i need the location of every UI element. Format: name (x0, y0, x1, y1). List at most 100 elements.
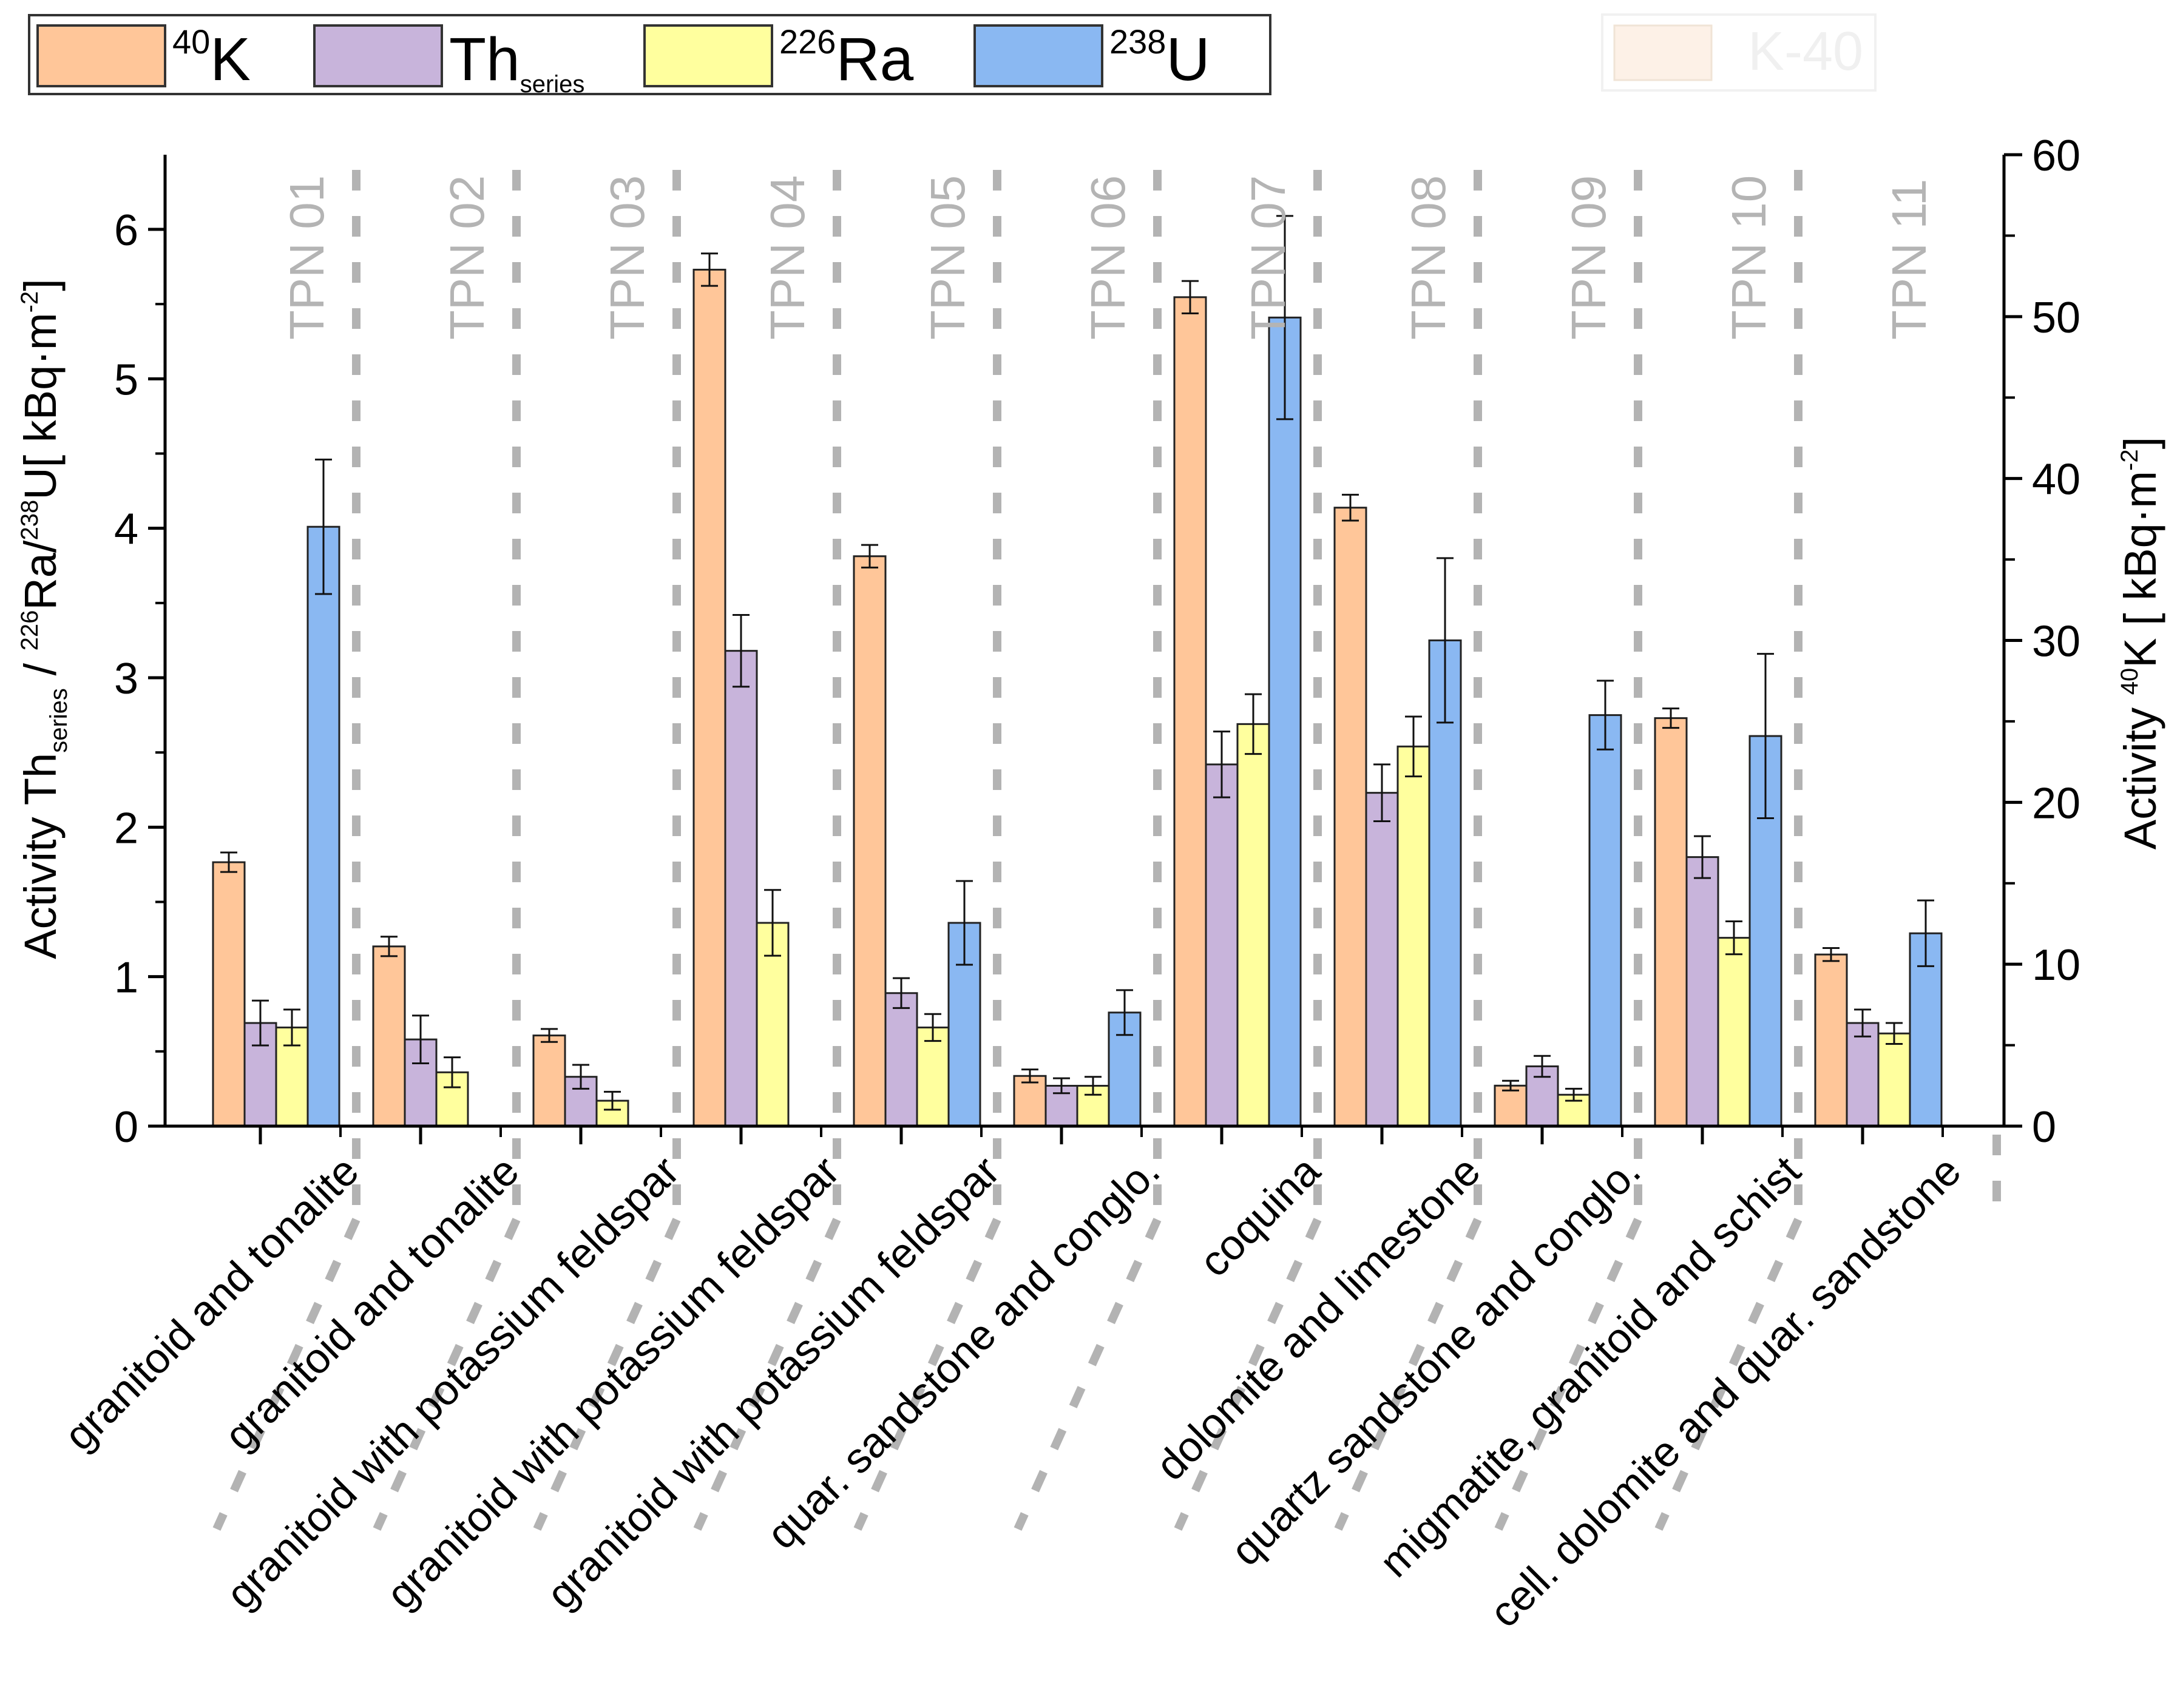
error-bar-u (1276, 215, 1293, 420)
error-bar-ra (1085, 1076, 1102, 1096)
separator-diagonal (1174, 1218, 1322, 1531)
error-bar-k40 (701, 252, 718, 287)
bar-k40 (532, 1035, 566, 1127)
legend-ghost-label: K-40 (1748, 21, 1863, 82)
error-bar-ra (1245, 693, 1262, 755)
error-bar-k40 (1502, 1079, 1519, 1092)
right-tick-label: 0 (2032, 1103, 2056, 1152)
error-bar-ra (764, 889, 781, 957)
right-tick-label: 50 (2032, 294, 2080, 342)
error-bar-u (1597, 680, 1614, 751)
bar-u (1268, 316, 1302, 1127)
bar-u (306, 525, 340, 1127)
error-bar-th (733, 614, 750, 688)
sample-id-label: TPN 04 (760, 175, 814, 340)
bar-th (884, 992, 918, 1127)
error-bar-u (1917, 899, 1934, 967)
bar-th (724, 650, 758, 1127)
error-bar-u (315, 458, 332, 595)
right-tick-label: 10 (2032, 941, 2080, 990)
error-bar-ra (924, 1013, 941, 1042)
bar-k40 (692, 268, 726, 1127)
left-tick-label: 0 (114, 1103, 138, 1152)
error-bar-th (1213, 731, 1230, 798)
error-bar-k40 (1662, 707, 1679, 729)
bar-k40 (372, 945, 406, 1127)
legend: 40K Thseries 226Ra 238U (28, 14, 1271, 98)
bar-k40 (212, 861, 246, 1127)
legend-ghost: K-40 (1601, 13, 1877, 92)
bar-th (1685, 856, 1719, 1127)
error-bar-ra (1565, 1087, 1582, 1102)
error-bar-th (1854, 1008, 1871, 1038)
error-bar-u (1757, 653, 1774, 820)
bar-ra (756, 922, 790, 1127)
separator-diagonal (533, 1218, 681, 1531)
bar-k40 (1013, 1075, 1047, 1127)
separator-diagonal (1494, 1218, 1642, 1531)
bar-k40 (853, 555, 887, 1127)
left-tick-label: 5 (114, 356, 138, 404)
bar-k40 (1814, 953, 1848, 1127)
error-bar-ra (604, 1090, 621, 1111)
bar-ra (916, 1026, 950, 1127)
bar-ra (1717, 937, 1751, 1127)
error-bar-th (1694, 835, 1711, 879)
right-axis-title: Activity 40K [ kBq·m-2] (2115, 437, 2165, 849)
error-bar-th (893, 977, 910, 1009)
error-bar-k40 (220, 851, 237, 873)
error-bar-th (1373, 763, 1390, 822)
error-bar-k40 (541, 1028, 558, 1043)
bar-ra (1236, 723, 1270, 1127)
separator-diagonal (693, 1218, 841, 1531)
error-bar-th (412, 1014, 429, 1065)
bar-th (1846, 1022, 1880, 1127)
separator-diagonal (212, 1218, 361, 1531)
sample-id-label: TPN 01 (280, 175, 334, 340)
left-tick-label: 2 (114, 804, 138, 852)
group-separators (212, 170, 2001, 1531)
separator-diagonal (1654, 1218, 1803, 1531)
legend-label-th: Thseries (449, 25, 584, 98)
left-tick-label: 6 (114, 206, 138, 255)
separator-diagonal (1334, 1218, 1482, 1531)
bar-k40 (1333, 507, 1367, 1127)
legend-swatch-ra (643, 24, 773, 87)
bar-k40 (1494, 1084, 1528, 1127)
legend-item-ra: 226Ra (643, 22, 914, 93)
error-bar-ra (1725, 920, 1742, 956)
legend-swatch-th (313, 24, 443, 87)
error-bar-k40 (1182, 280, 1199, 314)
legend-item-th: Thseries (313, 24, 584, 98)
legend-label-ra: 226Ra (779, 22, 914, 93)
error-bar-k40 (1823, 947, 1840, 962)
legend-swatch-k40 (36, 24, 166, 87)
bar-k40 (1654, 717, 1688, 1127)
error-bar-th (572, 1064, 589, 1090)
error-bar-k40 (861, 544, 878, 569)
sample-id-label: TPN 09 (1562, 175, 1616, 340)
bar-ra (1396, 745, 1430, 1127)
separator-diagonal (853, 1218, 1001, 1531)
error-bar-th (1053, 1077, 1070, 1095)
error-bar-th (252, 999, 269, 1047)
bar-th (1365, 792, 1399, 1127)
bar-ra (1877, 1032, 1911, 1127)
error-bar-k40 (1021, 1068, 1038, 1084)
bar-u (1588, 714, 1622, 1127)
error-bar-u (1437, 557, 1454, 724)
sample-id-label: TPN 11 (1882, 179, 1936, 340)
sample-id-label: TPN 08 (1401, 175, 1455, 340)
legend-item-k40: 40K (36, 22, 251, 93)
left-axis-title: Activity Thseries / 226Ra/238U[ kBq·m-2] (15, 278, 72, 959)
right-tick-label: 40 (2032, 456, 2080, 504)
left-tick-label: 1 (114, 954, 138, 1002)
sample-id-label: TPN 03 (600, 175, 654, 340)
sample-id-labels: TPN 01 TPN 02 TPN 03 TPN 04 TPN 05 TPN 06 TPN … (280, 175, 1936, 340)
sample-id-label: TPN 05 (921, 175, 975, 340)
error-bar-ra (444, 1056, 461, 1089)
error-bar-u (956, 880, 973, 966)
legend-item-u: 238U (973, 22, 1210, 93)
